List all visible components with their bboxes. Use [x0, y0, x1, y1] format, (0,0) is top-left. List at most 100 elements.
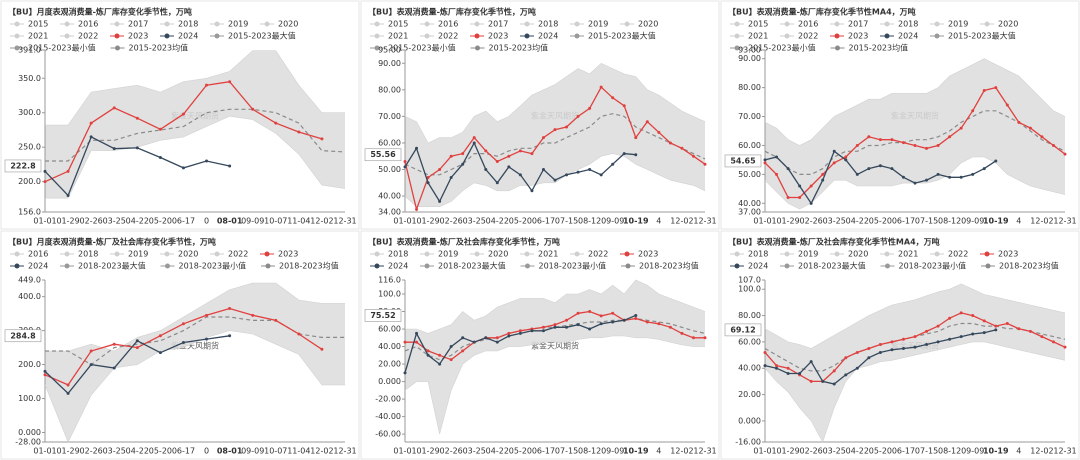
- x-tick-label: 12-31: [333, 217, 356, 226]
- series-point: [913, 345, 917, 349]
- y-tick-label: 60.00: [378, 138, 401, 147]
- series-point: [449, 154, 453, 158]
- legend-marker: [64, 33, 70, 39]
- series-point: [844, 373, 848, 377]
- series-point: [507, 154, 511, 158]
- series-point: [634, 313, 638, 317]
- series-point: [158, 127, 162, 131]
- series-point: [798, 196, 802, 200]
- legend-label: 2018-2023均值: [279, 261, 339, 271]
- series-point: [925, 329, 929, 333]
- legend-label: 2020: [488, 250, 508, 259]
- series-point: [890, 340, 894, 344]
- series-point: [786, 167, 790, 171]
- series-point: [622, 104, 626, 108]
- legend-marker: [14, 251, 20, 257]
- series-point: [565, 318, 569, 322]
- series-point: [472, 340, 476, 344]
- legend-label: 2016: [78, 20, 98, 29]
- series-point: [89, 363, 93, 367]
- y-tick-label: -16.00: [735, 438, 761, 447]
- y-tick-label: 350.0: [18, 74, 41, 83]
- x-tick-label: 04-22: [486, 447, 509, 456]
- x-tick-label: 07-15: [915, 447, 938, 456]
- legend-marker: [264, 251, 270, 257]
- series-point: [982, 167, 986, 171]
- legend-marker: [934, 33, 940, 39]
- band-line: [405, 279, 706, 334]
- x-tick-label: 0: [204, 217, 209, 226]
- series-point: [821, 172, 825, 176]
- series-point: [495, 336, 499, 340]
- series-point: [415, 331, 419, 335]
- legend-marker: [14, 21, 20, 27]
- series-point: [518, 173, 522, 177]
- x-tick-label: 10-19: [623, 447, 649, 456]
- series-point: [948, 135, 952, 139]
- x-tick-label: 09-09: [961, 447, 984, 456]
- series-point: [878, 343, 882, 347]
- x-tick-label: 04-22: [126, 217, 149, 226]
- legend-marker: [984, 21, 990, 27]
- series-point: [599, 314, 603, 318]
- legend-label: 2015-2023均值: [849, 43, 909, 53]
- legend-marker: [424, 21, 430, 27]
- series-point: [948, 175, 952, 179]
- x-tick-label: 05-20: [149, 217, 172, 226]
- series-point: [576, 170, 580, 174]
- legend-marker: [834, 33, 840, 39]
- x-tick-label: 12-02: [310, 217, 333, 226]
- series-point: [89, 121, 93, 125]
- legend-marker: [524, 251, 530, 257]
- x-tick-label: 03-25: [463, 217, 486, 226]
- x-tick-label: 09-09: [601, 217, 624, 226]
- series-point: [403, 160, 407, 164]
- x-tick-label: 07-15: [915, 217, 938, 226]
- y-tick-label: 0.000: [18, 428, 41, 437]
- series-point: [599, 322, 603, 326]
- legend-label: 2018-2023最小值: [179, 261, 247, 271]
- series-point: [461, 152, 465, 156]
- legend-label: 2020: [278, 20, 298, 29]
- x-tick-label: 05-20: [869, 447, 892, 456]
- y-tick-label: 50.00: [378, 165, 401, 174]
- series-point: [426, 175, 430, 179]
- x-tick-label: 03-25: [103, 217, 126, 226]
- series-point: [484, 149, 488, 153]
- legend-label: 2018: [178, 20, 198, 29]
- series-point: [763, 161, 767, 165]
- series-point: [867, 135, 871, 139]
- series-point: [66, 169, 70, 173]
- legend-marker: [624, 251, 630, 257]
- y-tick-label: 40.00: [378, 342, 401, 351]
- series-point: [576, 114, 580, 118]
- series-point: [1051, 143, 1055, 147]
- series-point: [668, 141, 672, 145]
- series-point: [867, 167, 871, 171]
- legend-label: 2016: [28, 250, 48, 259]
- y-tick-label: 60.00: [378, 325, 401, 334]
- legend-marker: [885, 263, 890, 269]
- legend-label: 2015: [28, 20, 48, 29]
- legend-marker: [115, 45, 120, 51]
- y-tick-label: 107.0: [738, 276, 761, 285]
- series-point: [959, 175, 963, 179]
- series-point: [181, 112, 185, 116]
- legend-marker: [214, 21, 220, 27]
- band-line: [764, 283, 1066, 349]
- series-point: [878, 138, 882, 142]
- x-tick-label: 12-31: [693, 447, 716, 456]
- y-tick-label: 70.00: [378, 112, 401, 121]
- series-point: [576, 323, 580, 327]
- x-tick-label: 10-07: [264, 217, 287, 226]
- x-tick-label: 4: [1016, 217, 1021, 226]
- series-point: [925, 146, 929, 150]
- x-tick-label: 12-31: [693, 217, 716, 226]
- series-point: [657, 130, 661, 134]
- legend-label: 2021: [898, 250, 918, 259]
- chart-panel: 【BU】表观消费量-炼厂及社会库存变化季节性，万吨 2018 2019 2020 202…: [360, 230, 720, 460]
- x-tick-label: 05-20: [509, 217, 532, 226]
- current-value-label: 55.56: [370, 150, 396, 159]
- x-tick-label: 12-31: [1053, 217, 1076, 226]
- y-tick-label: 100.0: [738, 285, 761, 294]
